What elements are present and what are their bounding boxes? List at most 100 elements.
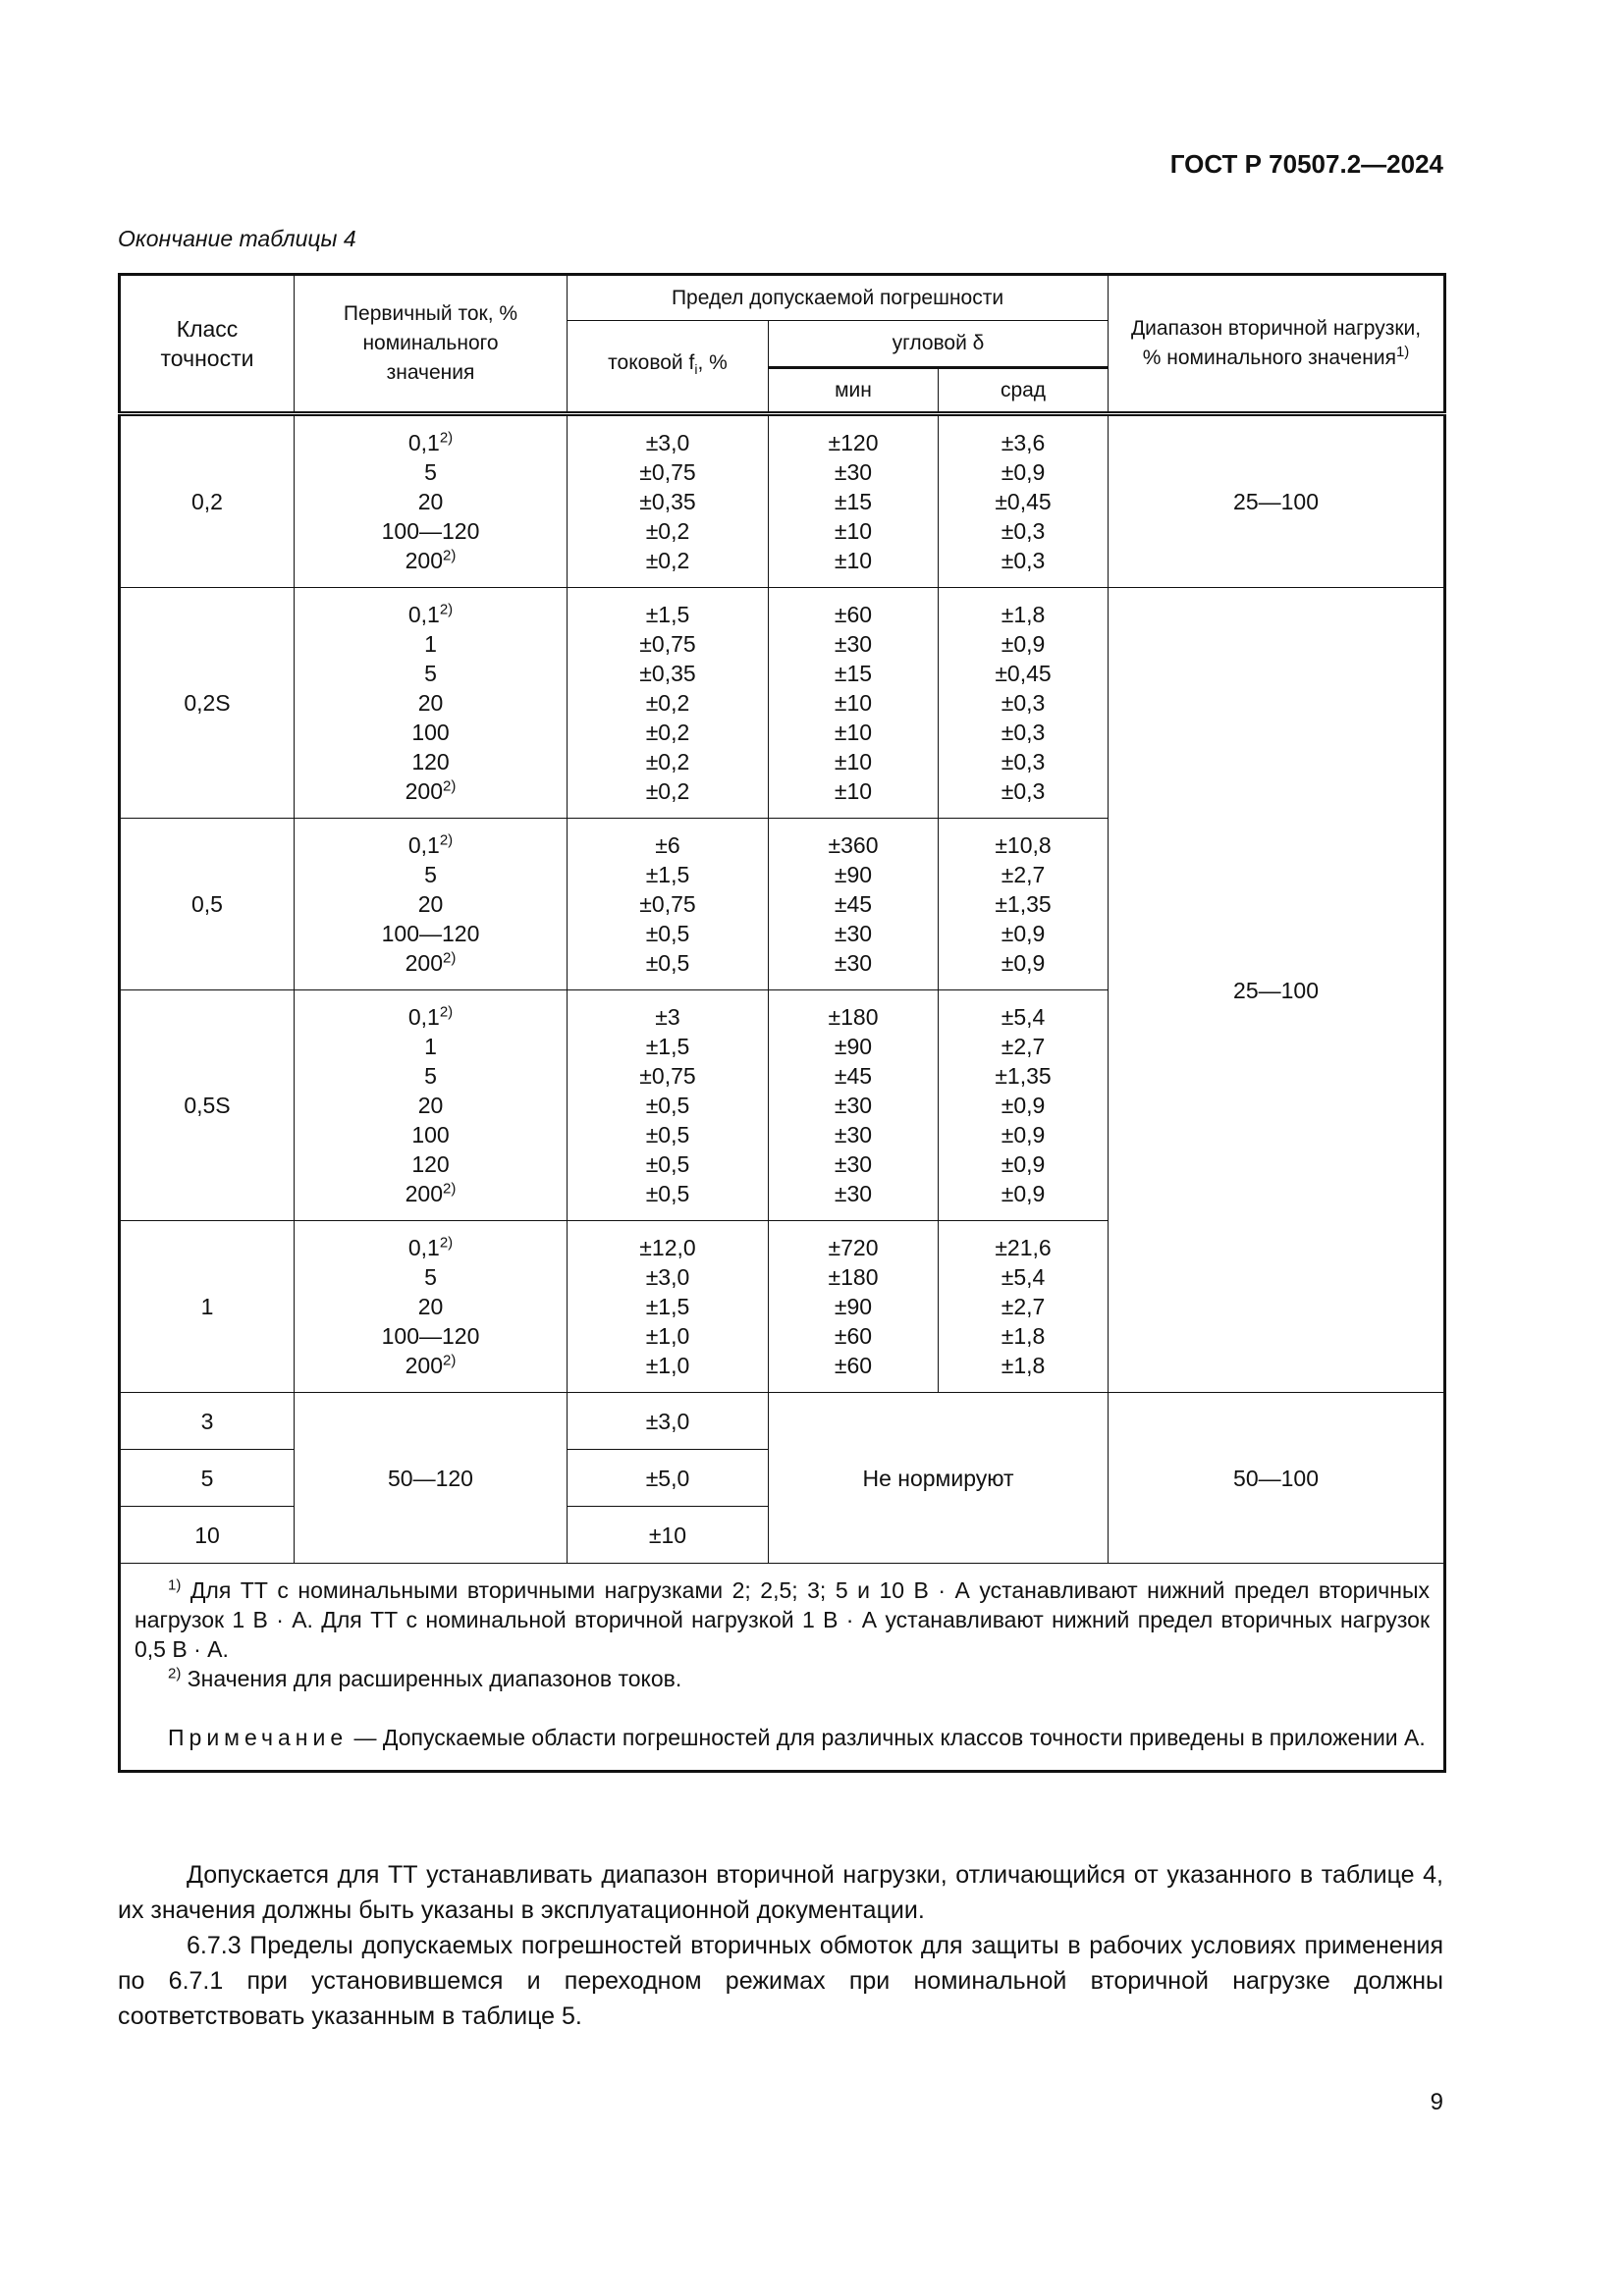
value: 5	[424, 459, 437, 485]
current-error-cell: ±3 ±1,5 ±0,75 ±0,5 ±0,5 ±0,5 ±0,5	[567, 989, 769, 1221]
cell-line: ±15	[769, 487, 938, 516]
value: ±1,5	[645, 862, 690, 887]
current-error-cell: ±3,0	[567, 1392, 769, 1450]
cell-line: 2002)	[295, 948, 567, 978]
cell-line: ±0,75	[568, 1061, 768, 1091]
cell-line: ±1,35	[939, 1061, 1108, 1091]
current-error-cell: ±5,0	[567, 1449, 769, 1507]
cell-line: ±3	[568, 1002, 768, 1032]
cell-line: ±60	[769, 1351, 938, 1380]
cell-line: 120	[295, 747, 567, 776]
cell-line: ±0,3	[939, 516, 1108, 546]
cell-line: ±0,2	[568, 546, 768, 575]
cell-line: ±1,8	[939, 600, 1108, 629]
cell-line: ±0,5	[568, 948, 768, 978]
footnote-2: 2) Значения для расширенных диапазонов т…	[135, 1664, 1430, 1693]
value: ±0,45	[995, 489, 1052, 514]
cell-line: ±30	[769, 1120, 938, 1149]
primary-cell: 50—120	[294, 1392, 568, 1564]
header-primary-current: Первичный ток, % номинального значения	[294, 274, 568, 414]
cell-line: 20	[295, 487, 567, 516]
class-cell: 10	[119, 1506, 295, 1564]
value: 0,1	[407, 832, 440, 858]
value: ±0,2	[645, 778, 690, 804]
current-error-cell: ±12,0 ±3,0 ±1,5 ±1,0 ±1,0	[567, 1220, 769, 1393]
cell-line: ±0,5	[568, 1149, 768, 1179]
value: ±30	[834, 1093, 873, 1118]
value: ±0,5	[645, 1122, 690, 1148]
cell-line: ±180	[769, 1002, 938, 1032]
cell-line: ±1,8	[939, 1321, 1108, 1351]
value: ±3,0	[645, 430, 690, 455]
value: 100—120	[381, 1323, 480, 1349]
value: ±30	[834, 631, 873, 657]
cell-line: ±90	[769, 1292, 938, 1321]
footnote-ref: 2)	[443, 547, 457, 564]
angular-min-cell: ±120 ±30 ±15 ±10 ±10	[768, 411, 939, 588]
cell-line: 5	[295, 457, 567, 487]
cell-line: ±2,7	[939, 1292, 1108, 1321]
value: ±120	[828, 430, 879, 455]
cell-line: ±0,45	[939, 659, 1108, 688]
value: ±0,5	[645, 950, 690, 976]
value: 5	[424, 661, 437, 686]
value: ±0,2	[645, 720, 690, 745]
footnote-ref: 2)	[443, 1180, 457, 1198]
cell-line: ±1,5	[568, 600, 768, 629]
header-current-error: токовой fi, %	[567, 320, 769, 414]
value: 20	[417, 690, 444, 716]
value: 0,1	[407, 430, 440, 455]
value: 100	[411, 720, 450, 745]
cell-line: ±0,9	[939, 1091, 1108, 1120]
cell-line: 120	[295, 1149, 567, 1179]
cell-line: ±0,9	[939, 1120, 1108, 1149]
table-row-group: 0,2S 0,12) 1 5 20 100 120 2002) ±1,5 ±0,75 ±0,35 ±0…	[119, 587, 1446, 1393]
value: ±10	[834, 749, 873, 774]
paragraph-load-range: Допускается для ТТ устанавливать диапазо…	[118, 1861, 1443, 1924]
cell-line: ±0,5	[568, 1120, 768, 1149]
secondary-load-range-cell: 25—100	[1108, 411, 1446, 588]
current-error-cell: ±10	[567, 1506, 769, 1564]
cell-line: ±10	[769, 747, 938, 776]
paragraph-6-7-3: 6.7.3 Пределы допускаемых погрешностей в…	[118, 1932, 1443, 2030]
value: ±2,7	[1001, 1034, 1046, 1059]
value: ±180	[828, 1004, 879, 1030]
angular-error-cell: Не нормируют	[767, 1392, 1110, 1564]
value: ±15	[834, 661, 873, 686]
cell-line: 5	[295, 860, 567, 889]
value: ±0,35	[639, 489, 696, 514]
value: 0,1	[407, 1004, 440, 1030]
value: ±0,3	[1001, 548, 1046, 573]
cell-line: ±0,9	[939, 948, 1108, 978]
cell-line: 2002)	[295, 1351, 567, 1380]
value: ±0,75	[639, 631, 696, 657]
cell-line: ±30	[769, 948, 938, 978]
value: ±30	[834, 1181, 873, 1206]
table-row-group: 0,5S 0,12) 1 5 20 100 120 2002) ±3 ±1,5 ±0,75 ±0,5 ±…	[119, 989, 1445, 1221]
class-cell: 5	[119, 1449, 295, 1507]
table-row-group: 0,2 0,12) 5 20 100—120 2002) ±3,0 ±0,75 ±0,35 ±0,…	[119, 411, 1446, 588]
value: ±0,75	[639, 1063, 696, 1089]
cell-line: ±60	[769, 600, 938, 629]
cell-line: ±1,5	[568, 860, 768, 889]
footnote-ref: 2)	[439, 1234, 454, 1252]
value: 20	[417, 1093, 444, 1118]
cell-line: ±0,2	[568, 776, 768, 806]
accuracy-table: Класс точности Первичный ток, % номиналь…	[118, 273, 1447, 1773]
cell-line: ±1,5	[568, 1292, 768, 1321]
cell-line: 5	[295, 1262, 567, 1292]
cell-line: ±10	[769, 688, 938, 718]
cell-line: ±0,2	[568, 516, 768, 546]
cell-line: 5	[295, 1061, 567, 1091]
value: 1	[424, 1034, 437, 1059]
value: ±0,9	[1001, 459, 1046, 485]
value: ±1,8	[1001, 1323, 1046, 1349]
value: ±3,0	[645, 1264, 690, 1290]
secondary-load-range-cell: 25—100	[1108, 587, 1446, 1393]
cell-line: ±0,3	[939, 688, 1108, 718]
primary-cell: 0,12) 5 20 100—120 2002)	[294, 411, 568, 588]
cell-line: 0,12)	[295, 1002, 567, 1032]
value: ±10	[834, 778, 873, 804]
value: ±0,5	[645, 1151, 690, 1177]
table-note: Примечание — Допускаемые области погрешн…	[135, 1723, 1430, 1752]
